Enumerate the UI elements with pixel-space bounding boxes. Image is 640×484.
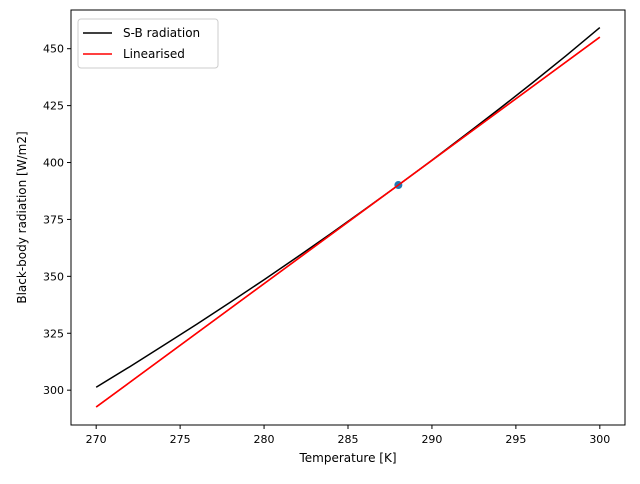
x-tick-label: 280 xyxy=(254,433,275,446)
x-axis-label: Temperature [K] xyxy=(298,451,396,465)
y-tick-label: 300 xyxy=(43,384,64,397)
y-tick-label: 350 xyxy=(43,270,64,283)
legend-box xyxy=(77,18,219,69)
x-tick-label: 270 xyxy=(86,433,107,446)
y-tick-label: 325 xyxy=(43,327,64,340)
x-tick-label: 275 xyxy=(170,433,191,446)
y-tick-label: 450 xyxy=(43,43,64,56)
y-tick-label: 375 xyxy=(43,213,64,226)
y-tick-label: 400 xyxy=(43,157,64,170)
x-tick-label: 285 xyxy=(338,433,359,446)
y-tick-label: 425 xyxy=(43,100,64,113)
x-tick-label: 290 xyxy=(421,433,442,446)
x-tick-label: 295 xyxy=(505,433,526,446)
series-line-overlay xyxy=(95,36,601,408)
x-tick-label: 300 xyxy=(589,433,610,446)
x-axis: 270 275 280 285 290 295 300 xyxy=(86,425,610,446)
legend-label: Linearised xyxy=(123,47,185,61)
plot-area xyxy=(95,26,601,408)
legend-label: S-B radiation xyxy=(123,26,200,40)
y-axis: 300 325 350 375 400 425 450 xyxy=(43,43,71,397)
y-axis-label: Black-body radiation [W/m2] xyxy=(15,131,29,303)
legend: S-B radiation Linearised xyxy=(77,18,219,69)
